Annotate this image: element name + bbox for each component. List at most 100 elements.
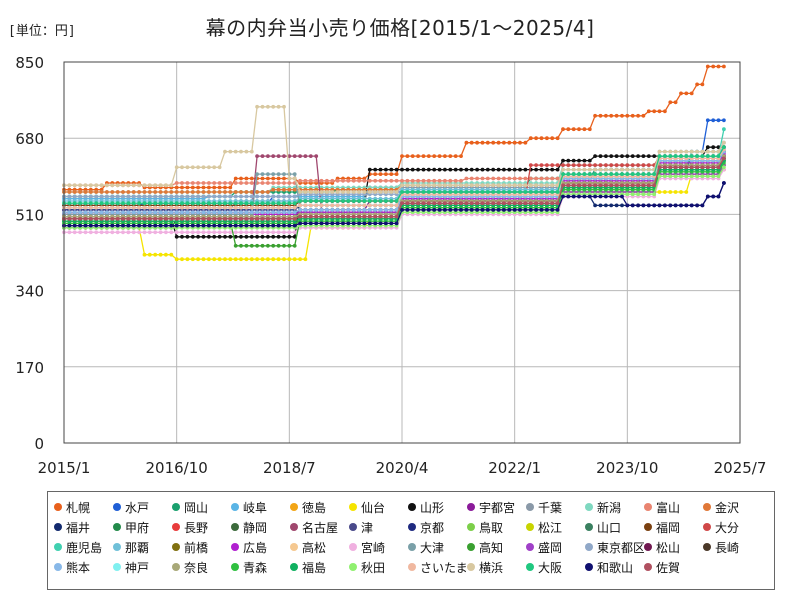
data-point bbox=[367, 178, 372, 183]
data-point bbox=[298, 178, 302, 183]
data-point bbox=[142, 210, 147, 215]
data-point bbox=[432, 154, 437, 159]
data-point bbox=[545, 163, 549, 168]
data-point bbox=[335, 178, 340, 183]
data-point bbox=[625, 163, 630, 168]
data-point bbox=[271, 243, 276, 248]
data-point bbox=[169, 210, 174, 215]
data-point bbox=[373, 172, 378, 177]
data-point bbox=[99, 210, 104, 215]
data-point bbox=[695, 82, 699, 87]
data-point bbox=[673, 190, 678, 194]
data-point bbox=[561, 127, 565, 132]
data-point bbox=[652, 109, 657, 114]
data-point bbox=[330, 178, 335, 183]
data-point bbox=[587, 127, 592, 132]
data-point bbox=[308, 178, 313, 183]
data-point bbox=[539, 136, 544, 141]
data-point bbox=[147, 194, 152, 199]
data-point bbox=[566, 127, 571, 132]
data-point bbox=[282, 194, 286, 199]
data-point bbox=[598, 203, 603, 208]
data-point bbox=[571, 127, 576, 132]
data-point bbox=[705, 64, 710, 69]
data-point bbox=[158, 210, 163, 215]
data-point bbox=[207, 230, 211, 235]
data-point bbox=[169, 252, 174, 257]
data-point bbox=[233, 194, 238, 199]
data-point bbox=[539, 163, 544, 168]
data-point bbox=[153, 190, 158, 194]
data-point bbox=[282, 176, 286, 181]
data-point bbox=[217, 181, 222, 185]
data-point bbox=[502, 176, 506, 181]
data-point bbox=[367, 208, 372, 212]
data-point bbox=[99, 230, 104, 235]
data-point bbox=[153, 230, 158, 235]
data-point bbox=[260, 154, 265, 159]
data-point bbox=[705, 118, 710, 123]
data-point bbox=[464, 167, 469, 172]
data-point bbox=[255, 230, 259, 235]
data-point bbox=[298, 257, 302, 262]
data-point bbox=[94, 190, 99, 194]
data-point bbox=[207, 257, 211, 262]
data-point bbox=[239, 210, 243, 215]
data-point bbox=[88, 190, 93, 194]
data-point bbox=[287, 230, 292, 235]
data-point bbox=[255, 172, 259, 177]
data-point bbox=[550, 136, 555, 141]
data-point bbox=[249, 176, 254, 181]
data-point bbox=[260, 210, 265, 215]
data-point bbox=[426, 154, 431, 159]
data-point bbox=[207, 190, 211, 194]
data-point bbox=[223, 185, 227, 190]
data-point bbox=[147, 252, 152, 257]
data-point bbox=[416, 178, 420, 183]
data-point bbox=[325, 178, 329, 183]
data-point bbox=[223, 210, 227, 215]
data-point bbox=[266, 154, 270, 159]
data-point bbox=[174, 234, 179, 239]
data-point bbox=[212, 194, 217, 199]
data-point bbox=[394, 167, 399, 172]
data-point bbox=[534, 176, 538, 181]
data-point bbox=[212, 190, 217, 194]
data-point bbox=[190, 185, 195, 190]
data-point bbox=[604, 203, 608, 208]
data-point bbox=[282, 187, 286, 192]
data-point bbox=[121, 194, 125, 199]
data-point bbox=[394, 178, 399, 183]
data-point bbox=[630, 154, 635, 159]
data-point bbox=[271, 181, 276, 185]
data-point bbox=[266, 194, 270, 199]
data-point bbox=[464, 176, 469, 181]
data-point bbox=[410, 178, 415, 183]
data-point bbox=[207, 181, 211, 185]
data-point bbox=[282, 257, 286, 262]
data-point bbox=[255, 257, 259, 262]
data-point bbox=[185, 257, 190, 262]
data-point bbox=[260, 181, 265, 185]
data-point bbox=[555, 167, 560, 172]
data-point bbox=[545, 136, 549, 141]
data-point bbox=[410, 167, 415, 172]
data-point bbox=[233, 210, 238, 215]
data-point bbox=[292, 257, 297, 262]
data-point bbox=[502, 167, 506, 172]
data-point bbox=[341, 178, 345, 183]
data-point bbox=[287, 243, 292, 248]
data-point bbox=[94, 210, 99, 215]
data-point bbox=[131, 210, 136, 215]
data-point bbox=[459, 167, 463, 172]
data-point bbox=[625, 154, 630, 159]
data-point bbox=[287, 181, 292, 185]
data-point bbox=[346, 178, 351, 183]
data-point bbox=[212, 181, 217, 185]
data-point bbox=[421, 154, 426, 159]
data-point bbox=[716, 64, 721, 69]
data-point bbox=[72, 210, 77, 215]
data-point bbox=[646, 109, 651, 114]
data-point bbox=[276, 187, 281, 192]
data-point bbox=[491, 140, 496, 145]
